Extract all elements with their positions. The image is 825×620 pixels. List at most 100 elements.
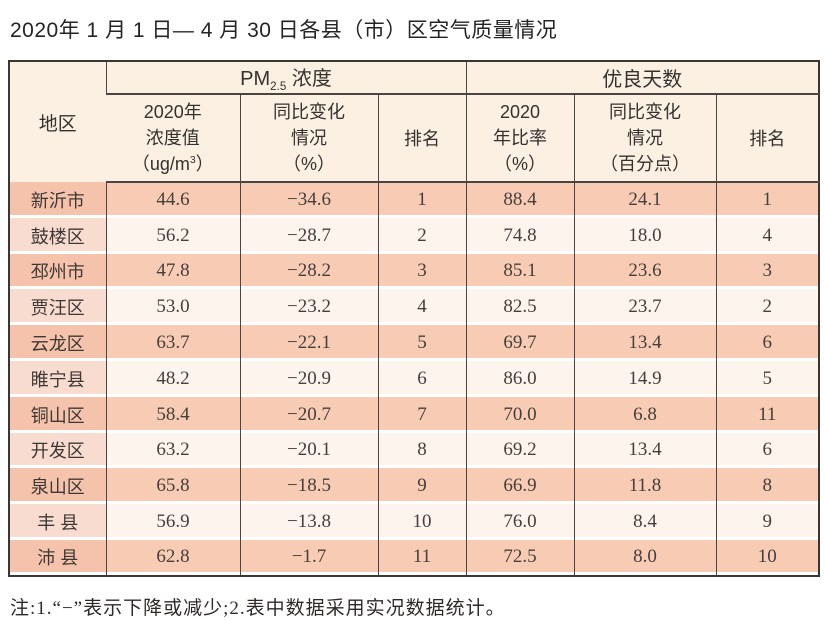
pm-change-cell: −34.6 xyxy=(239,182,378,218)
header-pm-rank: 排名 xyxy=(377,94,467,183)
pm-value-cell: 47.8 xyxy=(105,253,240,290)
good-change-cell: 23.7 xyxy=(573,289,717,326)
header-pm-change: 同比变化 情况 （%） xyxy=(239,94,378,183)
table-body: 新沂市 44.6 −34.6 1 88.4 24.1 1 鼓楼区 56.2 −2… xyxy=(9,182,820,576)
good-change-cell: 23.6 xyxy=(573,253,717,290)
pm25-label-subscript: 2.5 xyxy=(270,80,287,93)
good-ratio-cell: 69.2 xyxy=(465,432,575,469)
pm-change-cell: −28.2 xyxy=(239,253,378,290)
pm-change-cell: −22.1 xyxy=(239,325,378,361)
pm-value-cell: 56.9 xyxy=(105,504,240,540)
header-pm-change-line1: 同比变化 xyxy=(273,101,345,122)
pm-rank-cell: 10 xyxy=(377,504,467,540)
table-row: 铜山区 58.4 −20.7 7 70.0 6.8 11 xyxy=(9,396,820,433)
table-header: 地区 PM2.5 浓度 优良天数 2020年 浓度值 （ug/m3） 同比变化 … xyxy=(9,61,820,183)
good-rank-cell: 5 xyxy=(715,360,820,397)
region-cell: 贾汪区 xyxy=(9,289,106,326)
good-ratio-cell: 74.8 xyxy=(465,217,575,254)
pm-change-cell: −20.9 xyxy=(239,360,378,397)
header-good-change-line1: 同比变化 xyxy=(609,101,682,122)
good-change-cell: 18.0 xyxy=(573,217,717,254)
header-pm-change-line3: （%） xyxy=(282,154,335,175)
header-good-ratio-line2: 年比率 xyxy=(493,127,548,148)
header-pm-value: 2020年 浓度值 （ug/m3） xyxy=(106,94,240,183)
good-ratio-cell: 69.7 xyxy=(465,325,575,361)
good-ratio-cell: 66.9 xyxy=(465,468,575,505)
table-row: 邳州市 47.8 −28.2 3 85.1 23.6 3 xyxy=(9,253,820,290)
good-rank-cell: 6 xyxy=(715,325,820,361)
pm-value-cell: 63.7 xyxy=(105,325,240,361)
header-good-change-line3: （百分点） xyxy=(600,154,691,175)
page-title: 2020年 1 月 1 日— 4 月 30 日各县（市）区空气质量情况 xyxy=(10,19,558,42)
good-change-cell: 6.8 xyxy=(573,396,717,433)
good-rank-cell: 3 xyxy=(715,253,820,290)
pm-rank-cell: 3 xyxy=(377,253,467,290)
pm-rank-cell: 9 xyxy=(377,468,467,505)
good-change-cell: 14.9 xyxy=(573,360,717,397)
table-row: 云龙区 63.7 −22.1 5 69.7 13.4 6 xyxy=(9,325,820,361)
pm25-label-prefix: PM xyxy=(240,68,271,90)
pm-value-cell: 62.8 xyxy=(105,539,240,576)
region-cell: 开发区 xyxy=(9,432,106,469)
pm-rank-cell: 6 xyxy=(377,360,467,397)
good-rank-cell: 6 xyxy=(715,432,820,469)
good-rank-cell: 1 xyxy=(715,182,820,218)
table-row: 贾汪区 53.0 −23.2 4 82.5 23.7 2 xyxy=(9,289,820,326)
good-change-cell: 8.4 xyxy=(573,504,717,540)
table-row: 睢宁县 48.2 −20.9 6 86.0 14.9 5 xyxy=(9,360,820,397)
pm-rank-cell: 7 xyxy=(377,396,467,433)
pm-rank-cell: 11 xyxy=(377,539,467,576)
good-ratio-cell: 72.5 xyxy=(465,539,575,576)
good-change-cell: 8.0 xyxy=(573,539,717,576)
region-cell: 云龙区 xyxy=(9,325,106,361)
pm-change-cell: −1.7 xyxy=(239,539,378,576)
table-row: 泉山区 65.8 −18.5 9 66.9 11.8 8 xyxy=(9,468,820,505)
good-rank-cell: 10 xyxy=(715,539,820,576)
region-cell: 铜山区 xyxy=(9,396,106,433)
pm-value-cell: 53.0 xyxy=(105,289,240,326)
good-ratio-cell: 86.0 xyxy=(465,360,575,397)
region-cell: 新沂市 xyxy=(9,182,106,218)
good-rank-cell: 8 xyxy=(715,468,820,505)
air-quality-table: 地区 PM2.5 浓度 优良天数 2020年 浓度值 （ug/m3） 同比变化 … xyxy=(8,60,821,577)
good-ratio-cell: 76.0 xyxy=(465,504,575,540)
good-ratio-cell: 70.0 xyxy=(465,396,575,433)
header-pm-value-line1: 2020年 xyxy=(143,101,202,122)
header-good-rank: 排名 xyxy=(715,94,820,183)
pm-value-cell: 58.4 xyxy=(105,396,240,433)
table-row: 沛 县 62.8 −1.7 11 72.5 8.0 10 xyxy=(9,539,820,576)
pm-rank-cell: 1 xyxy=(377,182,467,218)
good-ratio-cell: 82.5 xyxy=(465,289,575,326)
pm-change-cell: −20.7 xyxy=(239,396,378,433)
header-group-good-days: 优良天数 xyxy=(465,61,820,95)
footnote: 注:1.“−”表示下降或减少;2.表中数据采用实况数据统计。 xyxy=(10,597,506,619)
region-cell: 鼓楼区 xyxy=(9,217,106,254)
header-good-ratio-line1: 2020 xyxy=(499,101,541,122)
table-row: 开发区 63.2 −20.1 8 69.2 13.4 6 xyxy=(9,432,820,469)
header-group-pm25: PM2.5 浓度 xyxy=(105,61,467,95)
region-cell: 睢宁县 xyxy=(9,360,106,397)
good-rank-cell: 9 xyxy=(715,504,820,540)
good-ratio-cell: 88.4 xyxy=(465,182,575,218)
good-change-cell: 13.4 xyxy=(573,432,717,469)
pm-rank-cell: 2 xyxy=(377,217,467,254)
good-rank-cell: 4 xyxy=(715,217,820,254)
good-change-cell: 24.1 xyxy=(573,182,717,218)
pm-change-cell: −18.5 xyxy=(239,468,378,505)
pm-change-cell: −28.7 xyxy=(239,217,378,254)
good-change-cell: 13.4 xyxy=(573,325,717,361)
good-ratio-cell: 85.1 xyxy=(465,253,575,290)
unit-superscript: 3 xyxy=(189,155,196,167)
unit-prefix: （ug/m xyxy=(131,154,190,175)
header-pm-value-unit: （ug/m3） xyxy=(106,151,240,177)
pm-change-cell: −13.8 xyxy=(239,504,378,540)
table-row: 新沂市 44.6 −34.6 1 88.4 24.1 1 xyxy=(9,182,820,218)
header-good-ratio-line3: （%） xyxy=(494,154,547,175)
region-cell: 丰 县 xyxy=(9,504,106,540)
pm-rank-cell: 4 xyxy=(377,289,467,326)
pm-rank-cell: 8 xyxy=(377,432,467,469)
pm-rank-cell: 5 xyxy=(377,325,467,361)
header-good-ratio: 2020 年比率 （%） xyxy=(465,94,575,183)
good-rank-cell: 2 xyxy=(715,289,820,326)
